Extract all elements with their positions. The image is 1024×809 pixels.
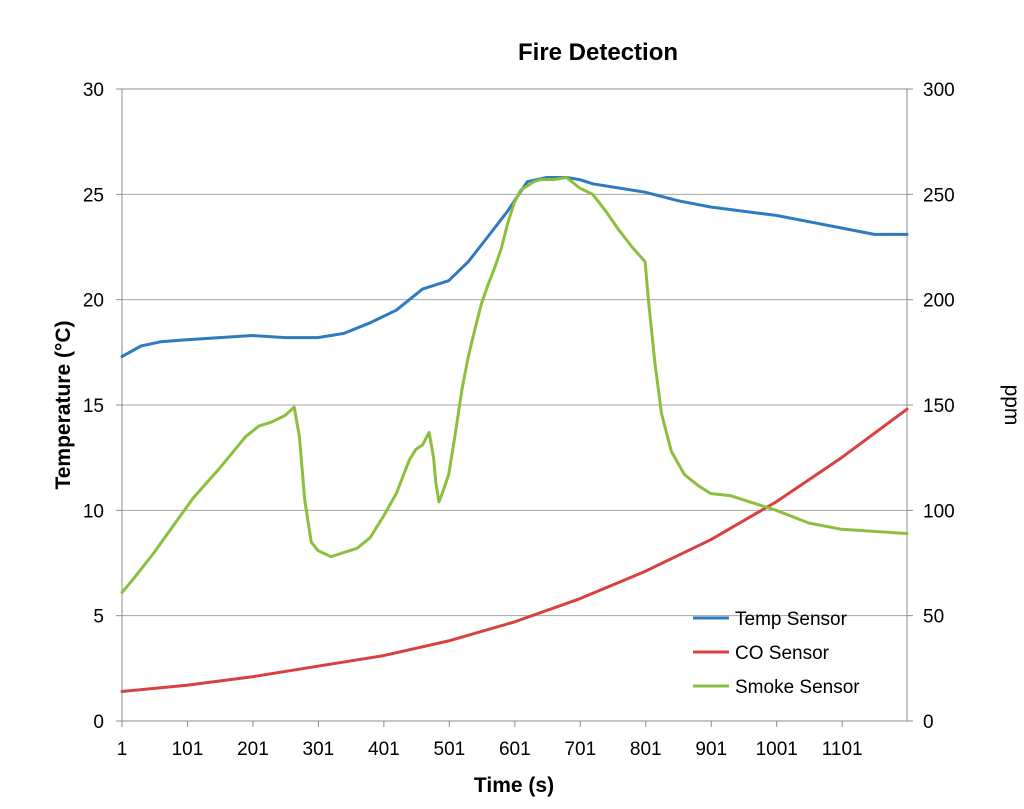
x-tick-label: 1101 (822, 739, 863, 760)
x-tick-label: 401 (368, 739, 400, 760)
series-line-smoke-sensor (120, 176, 909, 594)
x-tick-label: 801 (630, 739, 662, 760)
x-axis-ticks: 1 101 201 301 401 501 601 701 801 901 1001 1101 (117, 721, 863, 760)
y2-tick-label: 100 (923, 501, 955, 522)
x-tick-label: 701 (564, 739, 596, 760)
y2-tick-label: 150 (923, 396, 955, 417)
x-tick-label: 301 (303, 739, 335, 760)
y-tick-label: 10 (83, 501, 104, 522)
y2-tick-label: 50 (923, 607, 944, 628)
x-tick-label: 501 (434, 739, 466, 760)
x-tick-label: 1 (117, 739, 128, 760)
y-tick-label: 30 (83, 80, 104, 101)
x-tick-label: 601 (499, 739, 531, 760)
legend-label: CO Sensor (735, 643, 830, 664)
chart-title: Fire Detection (518, 39, 678, 66)
series-line-temp-sensor (120, 176, 909, 358)
y-tick-label: 0 (93, 712, 104, 733)
x-tick-label: 101 (172, 739, 204, 760)
x-tick-label: 201 (237, 739, 269, 760)
legend: Temp Sensor CO Sensor Smoke Sensor (693, 609, 860, 698)
y-tick-label: 5 (93, 607, 104, 628)
y2-tick-label: 300 (923, 80, 955, 101)
y-axis-right-label: ppm (1000, 385, 1023, 426)
x-tick-label: 901 (695, 739, 727, 760)
legend-label: Smoke Sensor (735, 677, 860, 698)
y-axis-left-label: Temperature (°C) (52, 320, 75, 489)
series-lines (120, 176, 909, 693)
series-line-co-sensor (120, 407, 909, 693)
x-tick-label: 1001 (756, 739, 798, 760)
y-tick-label: 25 (83, 185, 104, 206)
y-axis-left-ticks: 0 5 10 15 20 25 30 (83, 80, 122, 733)
legend-label: Temp Sensor (735, 609, 848, 630)
y-tick-label: 15 (83, 396, 104, 417)
y-axis-right-ticks: 0 50 100 150 200 250 300 (907, 80, 955, 733)
y2-tick-label: 200 (923, 291, 955, 312)
x-axis-label: Time (s) (474, 774, 554, 797)
y-tick-label: 20 (83, 291, 104, 312)
y2-tick-label: 250 (923, 185, 955, 206)
y2-tick-label: 0 (923, 712, 934, 733)
